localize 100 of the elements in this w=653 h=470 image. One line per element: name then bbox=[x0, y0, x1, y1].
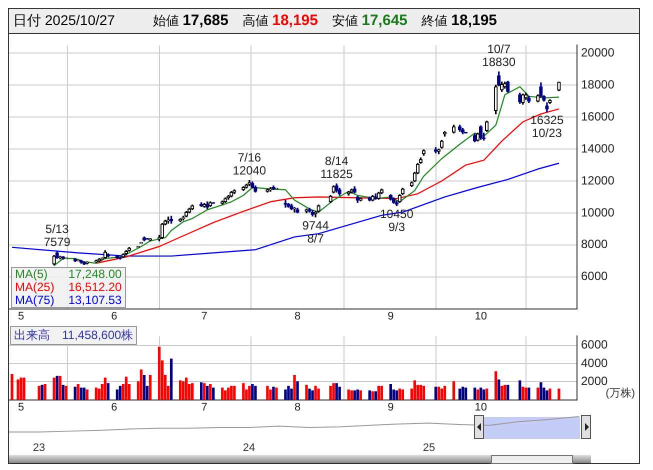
bar bbox=[94, 388, 98, 400]
candlestick bbox=[254, 185, 258, 193]
candlestick bbox=[208, 201, 212, 207]
bar bbox=[293, 374, 296, 400]
bar bbox=[500, 386, 504, 400]
text: 終値 18,195 bbox=[422, 12, 498, 30]
bar bbox=[124, 376, 128, 400]
x-tick-label: 10 bbox=[474, 310, 487, 322]
candlestick bbox=[166, 216, 170, 224]
x-tick-label: 6 bbox=[111, 310, 118, 322]
candlestick bbox=[352, 186, 356, 194]
bar bbox=[380, 386, 383, 400]
bar bbox=[434, 386, 438, 400]
bar bbox=[317, 388, 320, 400]
bar bbox=[212, 388, 215, 400]
bar bbox=[64, 386, 68, 400]
chart-title: 日付 2025/10/27 bbox=[13, 12, 115, 30]
text: 高値 18,195 bbox=[242, 12, 318, 30]
bar bbox=[540, 382, 542, 400]
bar bbox=[308, 388, 311, 400]
candlestick bbox=[308, 208, 312, 212]
x-tick-label: 25 bbox=[422, 442, 436, 454]
y-tick-label: 8000 bbox=[581, 237, 608, 252]
bar bbox=[254, 386, 257, 400]
bar bbox=[332, 383, 335, 400]
candlestick bbox=[224, 197, 228, 203]
x-tick-label: 9 bbox=[388, 401, 394, 414]
candlestick bbox=[290, 204, 294, 210]
x-tick-label: 10 bbox=[474, 401, 487, 414]
bar bbox=[437, 386, 440, 400]
bar bbox=[10, 374, 14, 400]
bar bbox=[536, 388, 540, 400]
y-tick-label: 20000 bbox=[581, 46, 615, 60]
candlestick bbox=[356, 196, 360, 203]
annotation: 8/14 11825 bbox=[320, 154, 354, 182]
bar bbox=[56, 376, 58, 400]
candlestick bbox=[392, 197, 396, 204]
bar bbox=[178, 380, 182, 400]
bar bbox=[227, 388, 230, 400]
bar bbox=[242, 383, 245, 400]
bar bbox=[524, 388, 528, 400]
series-label: MA(25) 16,512.20 bbox=[15, 280, 122, 294]
text: 安値 17,645 bbox=[332, 12, 408, 30]
bar bbox=[422, 386, 426, 400]
bar bbox=[140, 369, 143, 400]
bar bbox=[296, 381, 299, 400]
candlestick bbox=[497, 72, 501, 86]
candlestick bbox=[334, 183, 338, 193]
bar bbox=[269, 389, 272, 400]
candlestick bbox=[310, 210, 314, 216]
bar bbox=[377, 386, 380, 400]
bar bbox=[311, 390, 314, 400]
x-tick-label: 6 bbox=[111, 401, 118, 414]
bar bbox=[548, 388, 552, 400]
bar bbox=[458, 388, 462, 400]
bar bbox=[464, 388, 468, 400]
candlestick bbox=[539, 82, 543, 98]
bar bbox=[335, 383, 338, 400]
bar bbox=[22, 378, 26, 400]
bar bbox=[80, 388, 82, 400]
bar bbox=[389, 384, 392, 400]
bar bbox=[206, 386, 209, 400]
bar bbox=[419, 384, 422, 400]
bar bbox=[16, 379, 20, 400]
candlestick bbox=[328, 195, 332, 203]
bar bbox=[480, 388, 482, 400]
bar bbox=[20, 378, 22, 400]
bar bbox=[76, 384, 80, 400]
candlestick bbox=[118, 256, 122, 260]
bar bbox=[486, 388, 488, 400]
bar bbox=[473, 388, 476, 400]
bar bbox=[74, 386, 76, 400]
bar bbox=[314, 386, 317, 400]
candlestick bbox=[272, 185, 276, 190]
bar bbox=[440, 388, 444, 400]
bar bbox=[182, 381, 185, 400]
bar bbox=[266, 386, 269, 400]
annotation: 5/13 7579 bbox=[44, 222, 71, 249]
bar bbox=[170, 358, 173, 400]
bar bbox=[482, 389, 486, 400]
candlestick bbox=[304, 208, 308, 214]
x-tick-label: 5 bbox=[18, 310, 24, 322]
y-tick-label: 18000 bbox=[581, 77, 615, 92]
x-tick-label: 23 bbox=[32, 442, 46, 454]
chart-title: 出来高 11,458,600株 bbox=[10, 326, 138, 345]
annotation: 7/16 12040 bbox=[232, 150, 266, 178]
candlestick bbox=[73, 258, 77, 262]
text: MA(75) 13,107.53 bbox=[15, 293, 122, 307]
bar bbox=[86, 389, 88, 400]
bar bbox=[359, 390, 362, 400]
x-tick-label: 5 bbox=[18, 401, 24, 414]
annotation: 10/7 18830 bbox=[482, 42, 516, 70]
bar bbox=[221, 388, 224, 400]
candlestick bbox=[250, 181, 254, 189]
bar bbox=[158, 346, 161, 400]
bar bbox=[395, 390, 398, 400]
bar bbox=[305, 384, 308, 400]
text: MA(5) 17,248.00 bbox=[15, 267, 122, 281]
candlestick bbox=[187, 208, 192, 214]
bar bbox=[203, 383, 206, 400]
